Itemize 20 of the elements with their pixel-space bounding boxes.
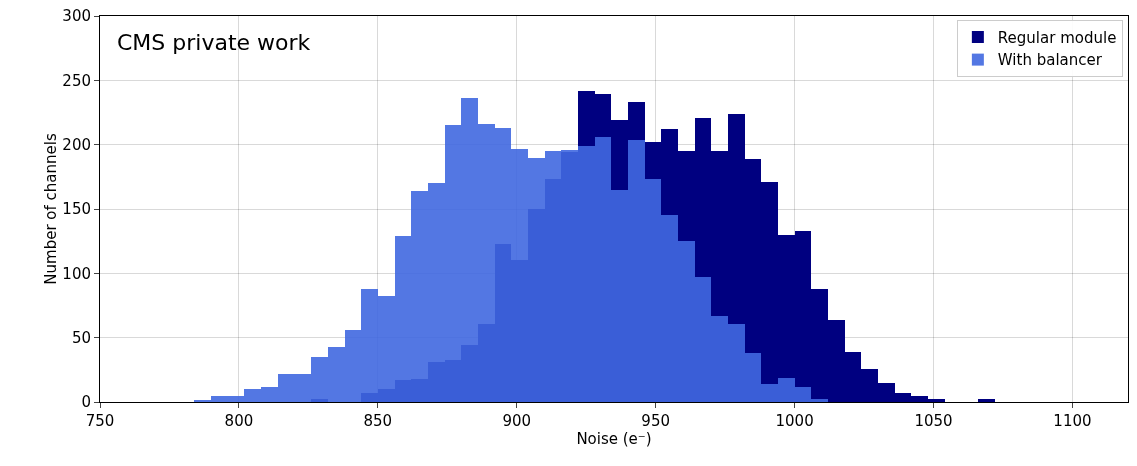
- x-tick-label: 1000: [775, 412, 814, 430]
- y-axis-title: Number of channels: [42, 133, 61, 285]
- annotation: CMS private work: [117, 30, 311, 55]
- legend-label: Regular module: [997, 28, 1117, 47]
- x-tick-label: 1050: [914, 412, 953, 430]
- x-axis-title: Noise (e⁻): [576, 430, 652, 448]
- x-tick-label: 800: [224, 412, 254, 430]
- y-tick-label: 300: [62, 7, 91, 26]
- x-tick-label: 1100: [1053, 412, 1092, 430]
- y-tick-label: 150: [62, 200, 91, 219]
- y-tick-label: 100: [62, 264, 91, 283]
- y-tick-label: 200: [62, 135, 91, 154]
- legend-label: With balancer: [997, 51, 1103, 70]
- y-tick-label: 250: [62, 71, 91, 90]
- x-tick-label: 950: [641, 412, 670, 430]
- x-tick-label: 900: [502, 412, 532, 430]
- y-tick-label: 50: [71, 328, 91, 347]
- y-tick-label: 0: [81, 393, 91, 412]
- x-tick-label: 750: [85, 412, 115, 430]
- x-tick-label: 850: [363, 412, 393, 430]
